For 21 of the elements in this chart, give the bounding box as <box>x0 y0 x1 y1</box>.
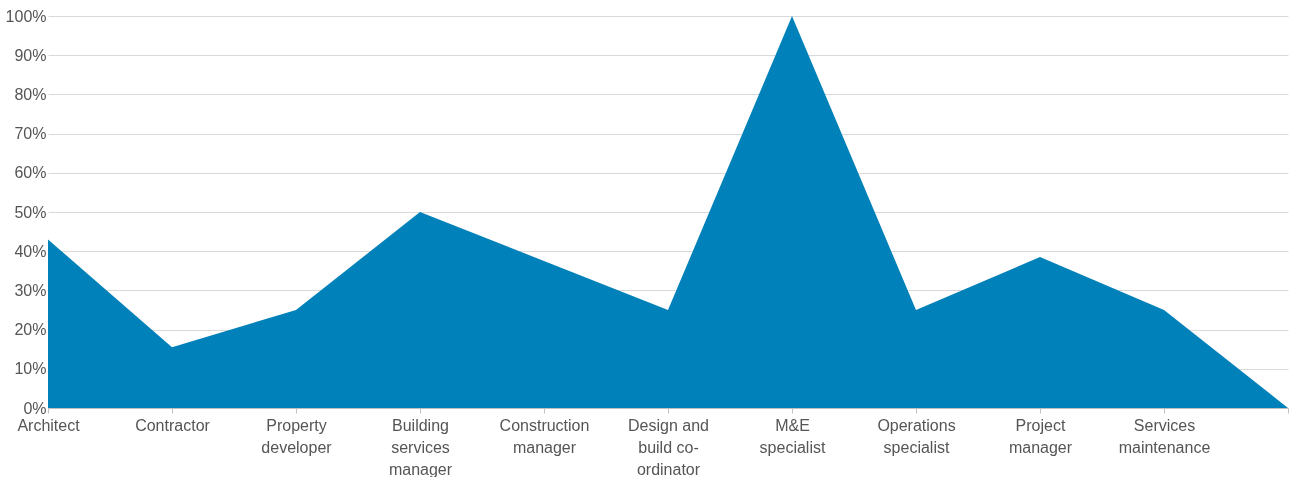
x-tick-label: Project manager <box>1008 416 1073 456</box>
y-tick-label: 50% <box>14 203 47 221</box>
y-tick-label: 20% <box>14 321 47 339</box>
y-tick-label: 70% <box>14 125 47 143</box>
y-tick-label: 100% <box>5 7 47 25</box>
y-tick-label: 90% <box>14 46 47 64</box>
y-tick-label: 10% <box>14 360 47 378</box>
x-tick-label: Design and build co-ordinator <box>628 416 709 478</box>
y-tick-label: 40% <box>14 242 47 260</box>
x-tick-label: Services maintenance <box>1118 416 1211 456</box>
y-tick-label: 30% <box>14 281 47 299</box>
x-tick-label: Contractor <box>135 416 211 434</box>
y-tick-label: 0% <box>23 399 47 417</box>
x-tick-label: Architect <box>17 416 81 434</box>
x-tick-label: Building services manager <box>388 416 453 478</box>
y-tick-label: 80% <box>14 85 47 103</box>
x-tick-label: Construction manager <box>499 416 590 456</box>
x-tick-label: M&E specialist <box>759 416 826 456</box>
x-tick-label: Property developer <box>261 416 333 456</box>
y-tick-label: 60% <box>14 164 47 182</box>
x-tick-label: Operations specialist <box>877 416 956 456</box>
